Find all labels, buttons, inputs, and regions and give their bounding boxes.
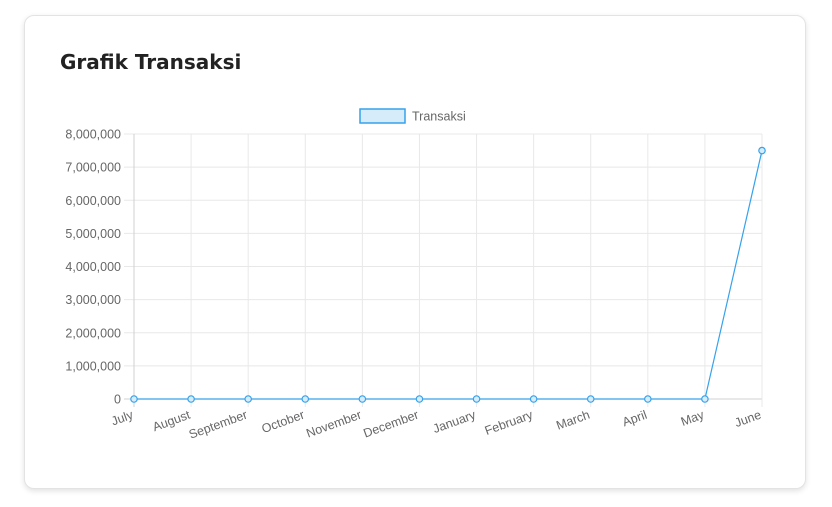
x-tick-label: December [361, 408, 420, 441]
y-axis-tick-labels: 0 1,000,000 2,000,000 3,000,000 4,000,000 5,0… [65, 128, 121, 407]
chart-card: Grafik Transaksi [24, 15, 806, 489]
y-tick-label: 8,000,000 [65, 128, 121, 142]
x-tick-label: March [554, 408, 591, 433]
y-tick-label: 4,000,000 [65, 260, 121, 274]
x-tick-label: June [733, 408, 763, 430]
data-point[interactable] [472, 395, 481, 403]
series-line-transaksi [134, 150, 763, 400]
x-gridlines [133, 134, 763, 407]
data-point[interactable] [529, 395, 538, 403]
y-tick-label: 1,000,000 [65, 359, 121, 373]
legend-label-transaksi: Transaksi [412, 110, 466, 124]
y-tick-label: 5,000,000 [65, 227, 121, 241]
y-tick-label: 6,000,000 [65, 194, 121, 208]
x-tick-label: November [304, 408, 363, 441]
x-tick-label: July [109, 407, 135, 428]
data-point[interactable] [358, 395, 367, 403]
x-tick-label: October [260, 408, 307, 436]
data-point[interactable] [644, 395, 652, 403]
data-point[interactable] [415, 395, 424, 403]
chart-legend[interactable]: Transaksi [359, 108, 466, 124]
x-tick-label: February [483, 407, 535, 438]
x-tick-label: September [187, 408, 249, 442]
card-title: Grafik Transaksi [60, 50, 242, 74]
data-point[interactable] [586, 395, 595, 403]
y-tick-label: 7,000,000 [65, 161, 121, 175]
x-tick-label: May [679, 407, 707, 428]
legend-swatch-transaksi [359, 108, 406, 124]
x-tick-label: January [431, 407, 478, 436]
x-tick-label: April [621, 408, 649, 430]
data-point[interactable] [758, 146, 766, 155]
data-points [130, 146, 766, 403]
data-point[interactable] [130, 395, 138, 403]
data-point[interactable] [301, 395, 310, 403]
data-point[interactable] [701, 395, 709, 403]
y-tick-label: 0 [114, 393, 121, 407]
y-gridlines [124, 133, 762, 400]
data-point[interactable] [244, 395, 252, 403]
data-point[interactable] [187, 395, 195, 403]
x-tick-label: August [151, 407, 193, 434]
y-tick-label: 2,000,000 [65, 326, 121, 340]
y-tick-label: 3,000,000 [65, 293, 121, 307]
